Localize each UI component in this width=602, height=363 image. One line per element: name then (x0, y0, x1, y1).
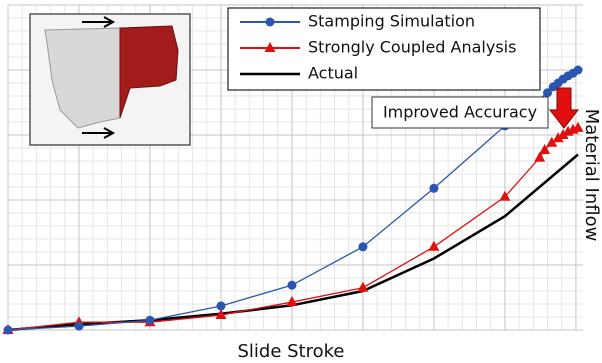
point (74, 322, 83, 331)
inset-image (30, 14, 190, 145)
point (216, 301, 225, 310)
x-axis-label: Slide Stroke (237, 341, 344, 362)
point (266, 18, 275, 27)
y-axis-label: Material Inflow (581, 109, 602, 242)
point (428, 241, 439, 251)
legend-label: Actual (308, 64, 358, 83)
point (574, 66, 583, 75)
point (358, 242, 367, 251)
annotation: Improved Accuracy (383, 103, 537, 122)
point (287, 281, 296, 290)
point (4, 326, 13, 335)
point (357, 282, 368, 292)
legend-label: Stamping Simulation (308, 12, 475, 31)
legend-label: Strongly Coupled Analysis (308, 38, 516, 57)
point (429, 184, 438, 193)
point (145, 316, 154, 325)
chart: Stamping Simulation Strongly Coupled Anal… (0, 0, 602, 363)
